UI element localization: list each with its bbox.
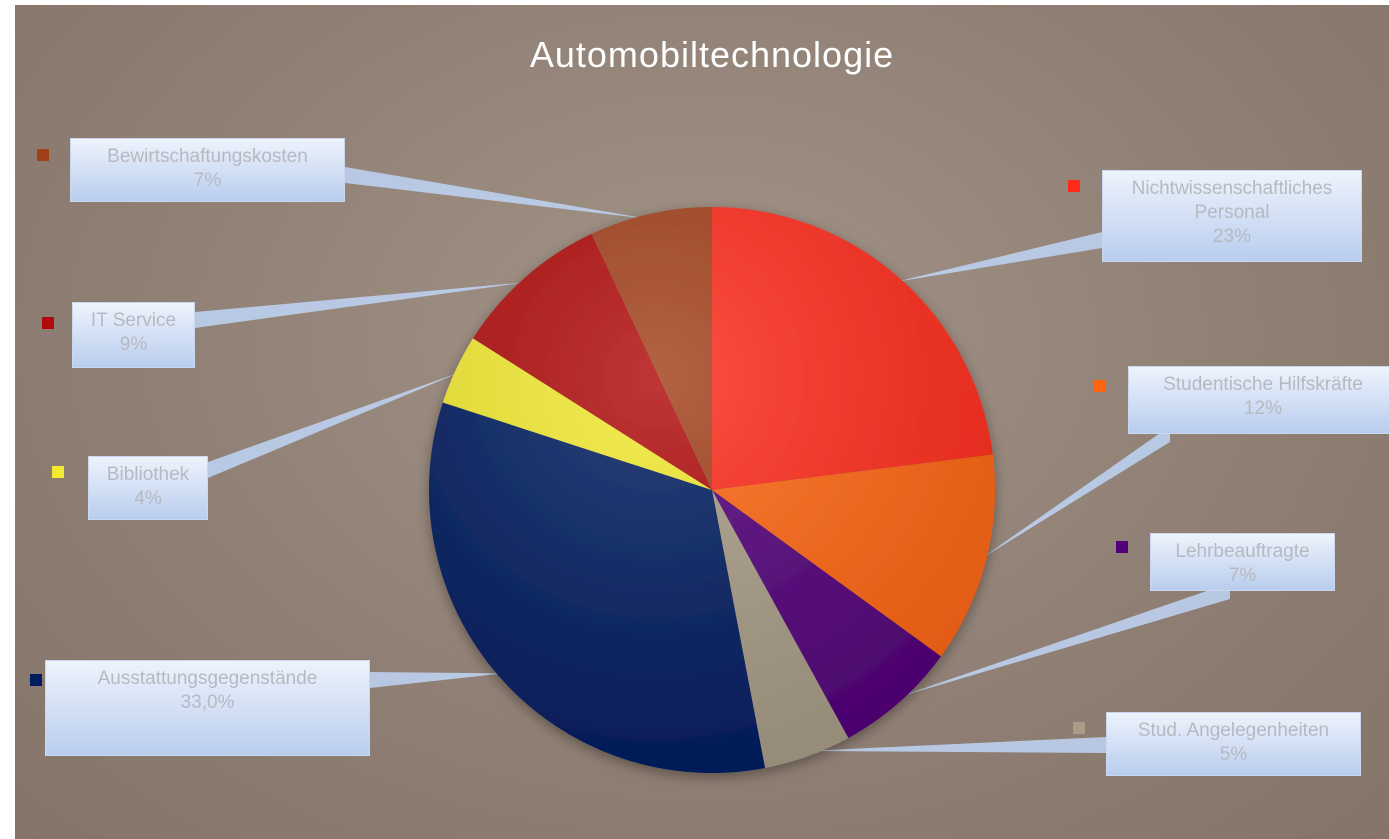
- legend-swatch: [1073, 722, 1085, 734]
- data-label: Nichtwissenschaftliches Personal 23%: [1102, 170, 1362, 262]
- value-label: 4%: [134, 488, 162, 509]
- leader-line: [345, 167, 652, 220]
- category-label: Bewirtschaftungskosten: [107, 146, 308, 167]
- leader-line: [208, 371, 462, 478]
- legend-swatch: [1068, 180, 1080, 192]
- legend-swatch: [42, 317, 54, 329]
- leader-line: [895, 583, 1230, 699]
- data-label: Lehrbeauftragte 7%: [1150, 533, 1335, 591]
- data-label: Studentische Hilfskräfte 12%: [1128, 366, 1389, 434]
- legend-swatch: [37, 149, 49, 161]
- category-label: Lehrbeauftragte: [1175, 541, 1310, 562]
- value-label: 33,0%: [180, 692, 235, 713]
- leader-line: [195, 281, 529, 328]
- leader-line: [980, 426, 1170, 559]
- value-label: 5%: [1219, 744, 1248, 765]
- category-label: Bibliothek: [106, 464, 190, 485]
- data-label: Bibliothek 4%: [88, 456, 208, 520]
- data-label: IT Service 9%: [72, 302, 195, 368]
- legend-swatch: [1094, 380, 1106, 392]
- data-label: Ausstattungsgegenstände 33,0%: [45, 660, 370, 756]
- value-label: 7%: [1228, 565, 1257, 586]
- chart-title: Automobiltechnologie: [530, 34, 894, 75]
- category-label: IT Service: [90, 310, 177, 331]
- data-label: Bewirtschaftungskosten 7%: [70, 138, 345, 202]
- legend-swatch: [52, 466, 64, 478]
- pie-slice: [712, 207, 993, 490]
- value-label: 23%: [1212, 226, 1252, 247]
- value-label: 9%: [119, 334, 148, 355]
- leader-line: [805, 737, 1106, 753]
- value-label: 12%: [1243, 398, 1283, 419]
- leader-line: [370, 672, 504, 688]
- legend-swatch: [30, 674, 42, 686]
- category-label: Stud. Angelegenheiten: [1137, 720, 1330, 741]
- value-label: 7%: [193, 170, 222, 191]
- legend-swatch: [1116, 541, 1128, 553]
- category-label: Nichtwissenschaftliches Personal: [1131, 178, 1333, 223]
- category-label: Studentische Hilfskräfte: [1163, 374, 1363, 395]
- category-label: Ausstattungsgegenstände: [97, 668, 318, 689]
- leader-line: [895, 232, 1102, 282]
- data-label: Stud. Angelegenheiten 5%: [1106, 712, 1361, 776]
